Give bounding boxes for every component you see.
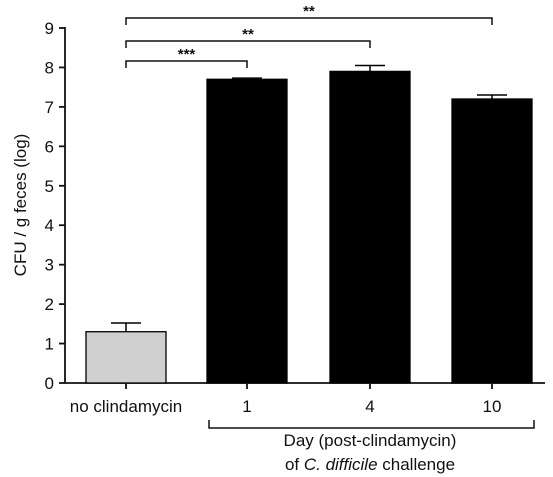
x-axis-title-suffix: challenge: [378, 455, 456, 474]
x-axis-title-line1: Day (post-clindamycin): [284, 431, 457, 450]
significance-bracket: [125, 60, 248, 68]
x-tick-labels: no clindamycin 1 4 10: [70, 383, 502, 416]
significance-bracket: [125, 40, 371, 48]
y-axis-title: CFU / g feces (log): [11, 134, 30, 277]
significance-label: ***: [178, 46, 196, 63]
x-tick-label: 1: [242, 397, 251, 416]
y-tick-label: 7: [45, 98, 54, 117]
y-tick-label: 2: [45, 295, 54, 314]
significance-bracket: [125, 17, 493, 25]
y-tick-label: 6: [45, 137, 54, 156]
y-tick-label: 5: [45, 177, 54, 196]
error-bars: [111, 64, 507, 332]
x-axis-title-line2: of C. difficile challenge: [285, 455, 455, 474]
y-tick-label: 0: [45, 374, 54, 393]
bar: [329, 70, 411, 384]
y-tick-label: 9: [45, 19, 54, 38]
bar: [85, 331, 167, 384]
day-group-bracket: [208, 420, 535, 429]
significance-brackets: *******: [125, 3, 493, 68]
y-tick-label: 8: [45, 58, 54, 77]
y-tick-label: 1: [45, 335, 54, 354]
bar: [206, 78, 288, 384]
y-tick-label: 3: [45, 256, 54, 275]
y-tick-label: 4: [45, 216, 54, 235]
x-axis-title-species: C. difficile: [304, 455, 378, 474]
x-tick-label: 4: [365, 397, 374, 416]
x-tick-label: 10: [483, 397, 502, 416]
significance-label: **: [303, 3, 315, 20]
bar: [451, 98, 533, 384]
bars: [85, 70, 533, 384]
x-axis-title-prefix: of: [285, 455, 304, 474]
x-tick-label: no clindamycin: [70, 397, 182, 416]
significance-label: **: [242, 26, 254, 43]
